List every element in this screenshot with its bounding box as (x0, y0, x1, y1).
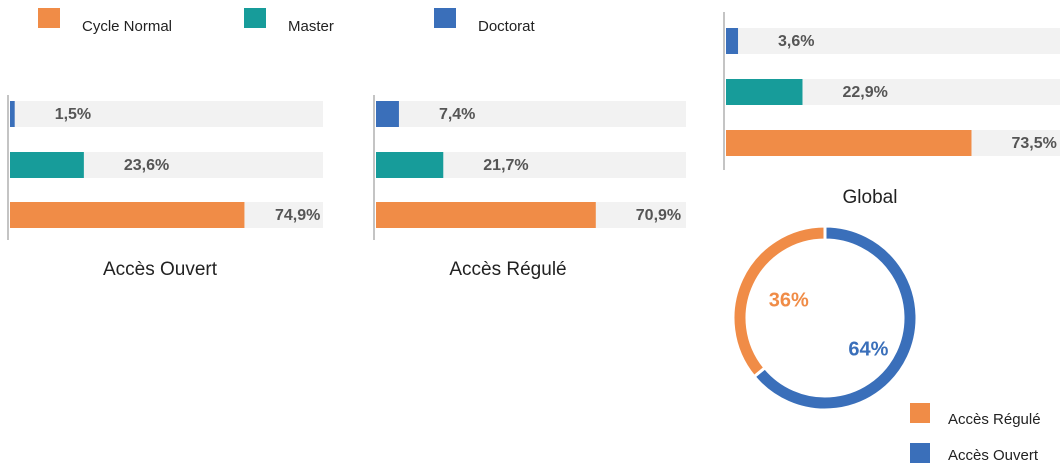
value-label: 23,6% (124, 157, 169, 174)
legend-swatch (910, 443, 930, 463)
legend-label: Accès Ouvert (948, 447, 1039, 464)
bar (376, 152, 444, 178)
bar (726, 79, 803, 105)
value-label: 21,7% (483, 157, 528, 174)
bar (10, 152, 84, 178)
value-label: 74,9% (275, 207, 320, 224)
legend-label: Cycle Normal (82, 18, 172, 35)
value-label: 3,6% (778, 33, 814, 50)
chart-title: Accès Régulé (449, 259, 566, 280)
value-label: 22,9% (842, 84, 887, 101)
bar (10, 202, 245, 228)
value-label: 7,4% (439, 106, 475, 123)
track (376, 101, 686, 127)
bar (726, 28, 739, 54)
donut-slice (731, 224, 827, 379)
slice-label: 36% (769, 289, 809, 311)
legend-label: Doctorat (478, 18, 536, 35)
value-label: 70,9% (636, 207, 681, 224)
legend-swatch (244, 8, 266, 28)
value-label: 73,5% (1011, 135, 1056, 152)
track (726, 28, 1060, 54)
legend-swatch (910, 403, 930, 423)
legend-label: Master (288, 18, 334, 35)
slice-label: 64% (848, 339, 888, 361)
bar (376, 101, 399, 127)
track (10, 101, 323, 127)
bar (376, 202, 596, 228)
legend-swatch (38, 8, 60, 28)
bar (726, 130, 972, 156)
legend-swatch (434, 8, 456, 28)
bar (10, 101, 15, 127)
chart-title: Accès Ouvert (103, 259, 218, 280)
chart-title: Global (843, 187, 898, 208)
legend-label: Accès Régulé (948, 411, 1041, 428)
value-label: 1,5% (55, 106, 91, 123)
